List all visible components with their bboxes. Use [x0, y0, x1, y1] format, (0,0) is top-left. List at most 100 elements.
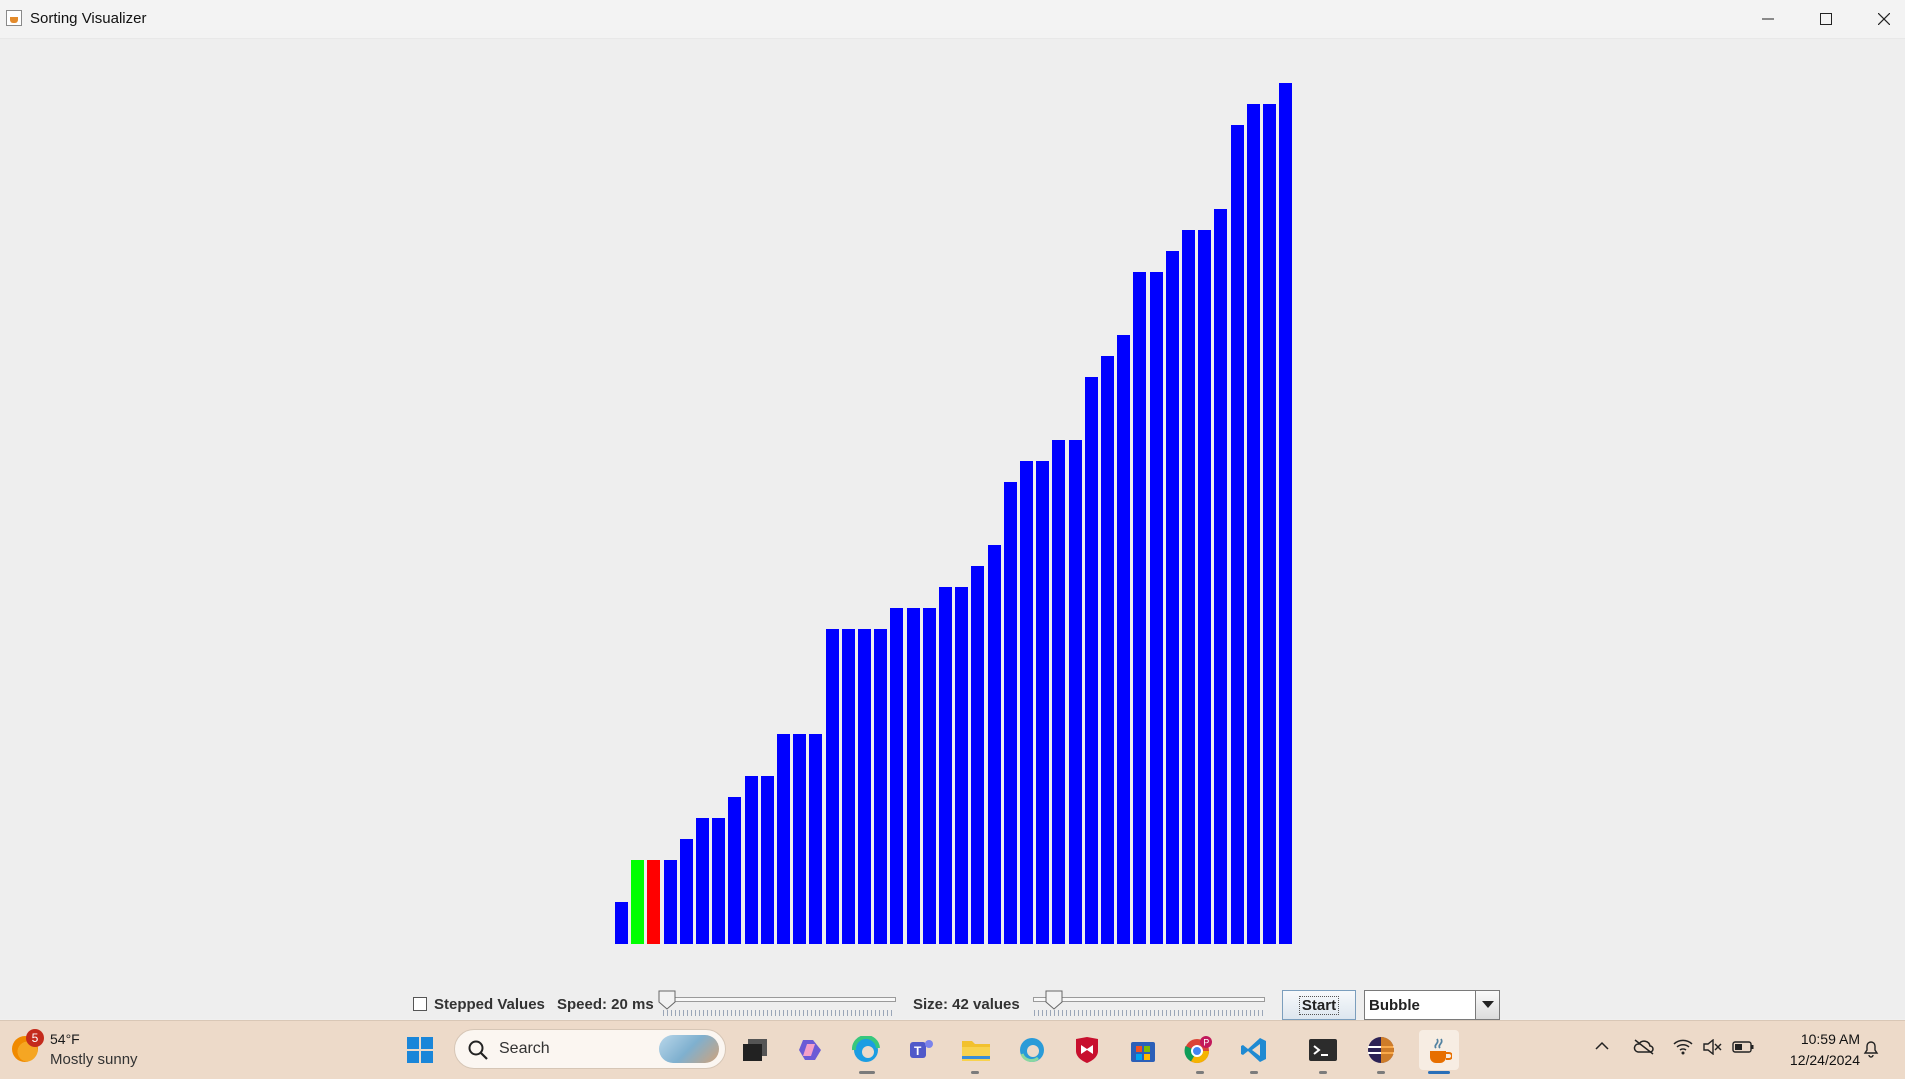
mcafee-icon — [1076, 1037, 1098, 1063]
size-slider-thumb[interactable] — [1045, 990, 1063, 1010]
chevron-up-icon[interactable] — [1595, 1041, 1609, 1051]
speed-slider-track[interactable] — [662, 997, 896, 1002]
search-highlight-art — [659, 1035, 719, 1063]
algorithm-select[interactable]: Bubble — [1364, 990, 1500, 1020]
title-bar: Sorting Visualizer — [0, 0, 1905, 39]
terminal-icon — [1309, 1039, 1337, 1061]
java-active-indicator — [1428, 1071, 1450, 1074]
copilot-icon — [799, 1040, 821, 1060]
close-button[interactable] — [1855, 0, 1905, 38]
notification-bell-icon[interactable] — [1862, 1039, 1880, 1059]
svg-text:P: P — [1203, 1038, 1209, 1048]
chrome-button[interactable]: P — [1181, 1033, 1215, 1067]
battery-icon[interactable] — [1732, 1041, 1754, 1053]
terminal-running-indicator — [1319, 1071, 1327, 1074]
chart-bar — [1101, 356, 1114, 944]
chart-bar — [1036, 461, 1049, 944]
chart-bar — [728, 797, 741, 944]
chart-bar — [971, 566, 984, 944]
chart-bar — [777, 734, 790, 944]
visualizer-canvas — [0, 39, 1905, 1019]
task-view-icon — [743, 1039, 767, 1061]
vscode-button[interactable] — [1237, 1033, 1271, 1067]
stepped-values-checkbox[interactable] — [413, 997, 427, 1011]
eclipse-icon — [1368, 1037, 1394, 1063]
onedrive-icon[interactable] — [1633, 1038, 1655, 1056]
mcafee-button[interactable] — [1070, 1033, 1104, 1067]
task-view-button[interactable] — [738, 1033, 772, 1067]
start-button[interactable]: Start — [1282, 990, 1356, 1020]
java-app-icon — [6, 10, 22, 26]
java-icon — [1430, 1038, 1452, 1063]
chart-bar — [826, 629, 839, 944]
java-app-button[interactable] — [1419, 1030, 1459, 1070]
copilot-button[interactable] — [794, 1033, 828, 1067]
start-button[interactable] — [403, 1033, 437, 1067]
chart-bar — [712, 818, 725, 944]
chart-bar — [1263, 104, 1276, 944]
chart-bar — [809, 734, 822, 944]
clock-time[interactable]: 10:59 AM — [1800, 1031, 1860, 1047]
store-button[interactable] — [1126, 1033, 1160, 1067]
search-placeholder: Search — [499, 1040, 550, 1057]
file-explorer-icon — [962, 1041, 990, 1061]
chart-bar — [955, 587, 968, 944]
vscode-icon — [1241, 1038, 1266, 1062]
chevron-down-icon — [1481, 1001, 1494, 1008]
volume-muted-icon[interactable] — [1702, 1039, 1722, 1055]
chart-bar — [1166, 251, 1179, 944]
chart-bar — [1279, 83, 1292, 944]
file-explorer-button[interactable] — [959, 1033, 993, 1067]
algorithm-dropdown-button[interactable] — [1475, 991, 1499, 1019]
chart-bar — [1198, 230, 1211, 944]
chart-bar — [664, 860, 677, 944]
wifi-icon[interactable] — [1673, 1039, 1693, 1055]
chart-bar — [647, 860, 660, 944]
chart-bar — [1214, 209, 1227, 944]
speed-slider-thumb[interactable] — [658, 990, 676, 1010]
maximize-icon — [1820, 13, 1832, 25]
eclipse-button[interactable] — [1364, 1033, 1398, 1067]
chart-bar — [1004, 482, 1017, 944]
clock-date[interactable]: 12/24/2024 — [1789, 1052, 1860, 1068]
store-icon — [1131, 1042, 1155, 1062]
start-button-label: Start — [1298, 995, 1340, 1015]
size-slider-track[interactable] — [1033, 997, 1265, 1002]
explorer-running-indicator — [971, 1071, 979, 1074]
maximize-button[interactable] — [1797, 0, 1855, 38]
chart-bar — [745, 776, 758, 944]
terminal-button[interactable] — [1306, 1033, 1340, 1067]
chart-bar — [1133, 272, 1146, 944]
chart-bar — [793, 734, 806, 944]
chart-bar — [907, 608, 920, 944]
controls-panel: Stepped Values Speed: 20 ms Size: 42 val… — [0, 990, 1905, 1020]
minimize-button[interactable] — [1739, 0, 1797, 38]
algorithm-selected-value: Bubble — [1369, 997, 1420, 1014]
taskbar-search[interactable]: Search — [454, 1029, 726, 1069]
edge-icon — [852, 1036, 880, 1062]
chart-bar — [1069, 440, 1082, 944]
chart-bar — [890, 608, 903, 944]
chart-bar — [923, 608, 936, 944]
chart-bar — [696, 818, 709, 944]
search-icon — [468, 1040, 488, 1060]
window-title: Sorting Visualizer — [30, 10, 147, 27]
chart-bar — [761, 776, 774, 944]
edge-running-indicator — [859, 1071, 875, 1074]
size-slider-ticks — [1034, 1010, 1264, 1016]
chart-bar — [631, 860, 644, 944]
chart-bar — [615, 902, 628, 944]
edge-dev-icon — [1020, 1038, 1044, 1063]
chart-bar — [1020, 461, 1033, 944]
chrome-running-indicator — [1196, 1071, 1204, 1074]
chrome-icon: P — [1184, 1036, 1212, 1064]
edge-dev-button[interactable] — [1015, 1033, 1049, 1067]
teams-button[interactable]: T — [904, 1033, 938, 1067]
windows-start-icon — [407, 1037, 433, 1063]
edge-button[interactable] — [849, 1033, 883, 1067]
chart-bar — [1085, 377, 1098, 944]
weather-badge: 5 — [26, 1029, 44, 1047]
close-icon — [1878, 13, 1890, 25]
chart-bar — [939, 587, 952, 944]
chart-bar — [842, 629, 855, 944]
